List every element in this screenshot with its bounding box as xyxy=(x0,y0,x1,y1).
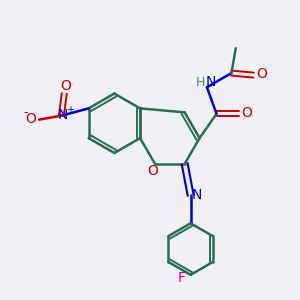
Text: O: O xyxy=(242,106,252,120)
Text: O: O xyxy=(60,80,71,94)
Text: H: H xyxy=(195,76,205,89)
Text: O: O xyxy=(256,67,267,81)
Text: O: O xyxy=(148,164,158,178)
Text: F: F xyxy=(178,271,186,285)
Text: N: N xyxy=(206,75,216,89)
Text: O: O xyxy=(26,112,37,126)
Text: N: N xyxy=(57,108,68,122)
Text: +: + xyxy=(66,105,74,115)
Text: -: - xyxy=(23,106,27,119)
Text: N: N xyxy=(191,188,202,202)
